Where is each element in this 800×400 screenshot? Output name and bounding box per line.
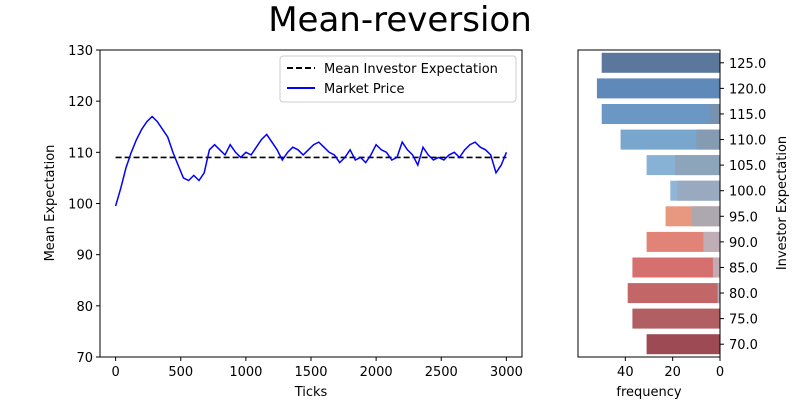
hist-y-tick-label: 85.0 [729, 261, 758, 276]
histogram-y-ticks: 70.0 75.0 80.0 85.0 90.0 95.0 100.0 105.0 110.0 1… [720, 57, 766, 353]
x-tick-label: 1500 [294, 365, 327, 380]
histogram-bar [601, 52, 720, 73]
histogram-y-axis-label: Investor Expectation [775, 136, 790, 270]
line-x-ticks: 0 500 1000 1500 2000 2500 3000 [111, 357, 523, 380]
y-tick-label: 130 [68, 44, 93, 59]
hist-y-tick-label: 115.0 [729, 108, 766, 123]
histogram-bar [703, 231, 720, 252]
histogram-chart: 40 20 0 70.0 75.0 80.0 85.0 90.0 95.0 100.0 105.0… [577, 49, 790, 400]
series-line-1 [114, 115, 508, 207]
histogram-bar [646, 334, 720, 355]
hist-y-tick-label: 125.0 [729, 57, 766, 72]
legend-label-mean: Mean Investor Expectation [324, 62, 498, 77]
hist-x-tick-label: 40 [617, 365, 634, 380]
hist-y-tick-label: 90.0 [729, 236, 758, 251]
histogram-bar [620, 129, 720, 150]
histogram-axes-frame [577, 49, 721, 358]
line-y-axis-label: Mean Expectation [43, 145, 58, 262]
line-x-axis-label: Ticks [294, 385, 328, 400]
histogram-x-axis-label: frequency [616, 385, 682, 400]
hist-x-tick-label: 20 [664, 365, 681, 380]
hist-y-tick-label: 100.0 [729, 185, 766, 200]
line-marks [114, 115, 508, 207]
hist-y-tick-label: 105.0 [729, 159, 766, 174]
hist-y-tick-label: 80.0 [729, 287, 758, 302]
histogram-bar [696, 129, 720, 150]
hist-x-tick-label: 0 [716, 365, 724, 380]
x-tick-label: 1000 [229, 365, 262, 380]
histogram-bar [646, 231, 720, 252]
histogram-bar [710, 104, 720, 124]
histogram-bar [691, 206, 720, 227]
y-tick-label: 110 [68, 146, 93, 161]
x-tick-label: 2000 [360, 365, 393, 380]
y-tick-label: 70 [76, 351, 93, 366]
hist-y-tick-label: 70.0 [729, 338, 758, 353]
histogram-bar [632, 308, 720, 329]
histogram-bar [677, 180, 720, 201]
y-tick-label: 90 [76, 249, 93, 264]
histogram-bar [632, 257, 720, 278]
histogram-bar [596, 78, 720, 99]
legend-box [279, 55, 517, 103]
legend-label-price: Market Price [324, 82, 405, 97]
histogram-bar [717, 283, 720, 304]
histogram-bar [627, 283, 720, 304]
y-tick-label: 80 [76, 300, 93, 315]
hist-y-tick-label: 75.0 [729, 313, 758, 328]
hist-y-tick-label: 120.0 [729, 82, 766, 97]
y-tick-label: 100 [68, 198, 93, 213]
x-tick-label: 3000 [490, 365, 523, 380]
hist-y-tick-label: 95.0 [729, 210, 758, 225]
x-tick-label: 2500 [425, 365, 458, 380]
x-tick-label: 500 [168, 365, 193, 380]
line-chart: 0 500 1000 1500 2000 2500 3000 70 80 90 100 110 120… [43, 44, 523, 400]
chart-title: Mean-reversion [268, 0, 532, 40]
histogram-bar [675, 155, 720, 176]
line-y-ticks: 70 80 90 100 110 120 130 [68, 44, 100, 366]
legend: Mean Investor Expectation Market Price [279, 55, 517, 103]
y-tick-label: 120 [68, 95, 93, 110]
histogram-bars [596, 52, 720, 355]
histogram-bar [601, 104, 720, 124]
histogram-x-ticks: 40 20 0 [617, 357, 724, 380]
hist-y-tick-label: 110.0 [729, 134, 766, 149]
histogram-bar [712, 257, 720, 278]
x-tick-label: 0 [111, 365, 119, 380]
